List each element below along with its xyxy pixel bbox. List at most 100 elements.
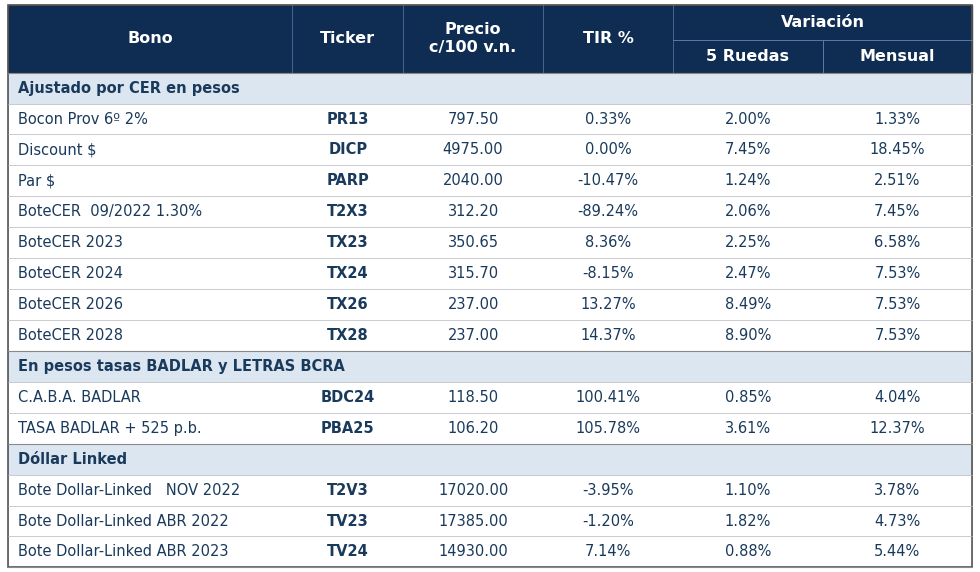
- Bar: [8, 444, 972, 475]
- Text: 4975.00: 4975.00: [443, 142, 504, 157]
- Text: En pesos tasas BADLAR y LETRAS BCRA: En pesos tasas BADLAR y LETRAS BCRA: [18, 359, 345, 374]
- Text: Ajustado por CER en pesos: Ajustado por CER en pesos: [18, 81, 239, 96]
- Text: TX26: TX26: [327, 297, 368, 312]
- Text: T2V3: T2V3: [327, 483, 368, 498]
- Text: 237.00: 237.00: [448, 297, 499, 312]
- Text: TIR %: TIR %: [583, 31, 633, 46]
- Text: DICP: DICP: [328, 142, 368, 157]
- Text: 7.14%: 7.14%: [585, 545, 631, 559]
- Text: 1.82%: 1.82%: [725, 514, 771, 529]
- Text: 4.73%: 4.73%: [874, 514, 920, 529]
- Bar: [8, 196, 972, 227]
- Text: 14.37%: 14.37%: [580, 328, 636, 343]
- Text: Variación: Variación: [781, 15, 864, 30]
- Bar: [8, 413, 972, 444]
- Text: 17385.00: 17385.00: [438, 514, 508, 529]
- Text: 350.65: 350.65: [448, 235, 499, 250]
- Text: Precio
c/100 v.n.: Precio c/100 v.n.: [429, 22, 516, 55]
- Text: 2.06%: 2.06%: [724, 204, 771, 219]
- Text: Discount $: Discount $: [18, 142, 96, 157]
- Text: 797.50: 797.50: [448, 112, 499, 126]
- Text: BoteCER 2026: BoteCER 2026: [18, 297, 122, 312]
- Text: 8.49%: 8.49%: [725, 297, 771, 312]
- Bar: [8, 351, 972, 382]
- Text: BoteCER 2023: BoteCER 2023: [18, 235, 122, 250]
- Text: Dóllar Linked: Dóllar Linked: [18, 452, 126, 467]
- Bar: [8, 73, 972, 104]
- Text: Bote Dollar-Linked ABR 2023: Bote Dollar-Linked ABR 2023: [18, 545, 228, 559]
- Text: 1.33%: 1.33%: [874, 112, 920, 126]
- Text: BoteCER  09/2022 1.30%: BoteCER 09/2022 1.30%: [18, 204, 202, 219]
- Text: 312.20: 312.20: [448, 204, 499, 219]
- Bar: [8, 382, 972, 413]
- Bar: [8, 134, 972, 165]
- Text: Ticker: Ticker: [320, 31, 375, 46]
- Text: PARP: PARP: [326, 173, 369, 188]
- Text: 0.00%: 0.00%: [585, 142, 631, 157]
- Text: BoteCER 2024: BoteCER 2024: [18, 266, 122, 281]
- Text: BoteCER 2028: BoteCER 2028: [18, 328, 122, 343]
- Text: 5.44%: 5.44%: [874, 545, 920, 559]
- Text: 237.00: 237.00: [448, 328, 499, 343]
- Bar: [8, 5, 972, 73]
- Text: 2040.00: 2040.00: [443, 173, 504, 188]
- Text: 0.33%: 0.33%: [585, 112, 631, 126]
- Text: Bote Dollar-Linked ABR 2022: Bote Dollar-Linked ABR 2022: [18, 514, 228, 529]
- Text: -3.95%: -3.95%: [582, 483, 634, 498]
- Text: 7.53%: 7.53%: [874, 266, 920, 281]
- Text: 7.45%: 7.45%: [874, 204, 920, 219]
- Text: -89.24%: -89.24%: [577, 204, 639, 219]
- Text: 2.25%: 2.25%: [724, 235, 771, 250]
- Text: TX23: TX23: [327, 235, 368, 250]
- Text: 6.58%: 6.58%: [874, 235, 920, 250]
- Text: 118.50: 118.50: [448, 390, 499, 405]
- Text: 12.37%: 12.37%: [869, 421, 925, 436]
- Text: 18.45%: 18.45%: [869, 142, 925, 157]
- Text: 2.47%: 2.47%: [724, 266, 771, 281]
- Text: -8.15%: -8.15%: [582, 266, 634, 281]
- Text: -10.47%: -10.47%: [577, 173, 639, 188]
- Text: 8.90%: 8.90%: [725, 328, 771, 343]
- Text: Par $: Par $: [18, 173, 55, 188]
- Text: PR13: PR13: [326, 112, 368, 126]
- Text: 7.53%: 7.53%: [874, 328, 920, 343]
- Text: 2.00%: 2.00%: [724, 112, 771, 126]
- Text: Mensual: Mensual: [859, 49, 935, 64]
- Text: 8.36%: 8.36%: [585, 235, 631, 250]
- Bar: [8, 537, 972, 567]
- Text: 13.27%: 13.27%: [580, 297, 636, 312]
- Text: TX28: TX28: [327, 328, 368, 343]
- Text: TV23: TV23: [327, 514, 368, 529]
- Text: 0.85%: 0.85%: [725, 390, 771, 405]
- Text: T2X3: T2X3: [327, 204, 368, 219]
- Text: Bono: Bono: [127, 31, 172, 46]
- Text: 17020.00: 17020.00: [438, 483, 509, 498]
- Text: BDC24: BDC24: [320, 390, 375, 405]
- Bar: [8, 475, 972, 506]
- Text: -1.20%: -1.20%: [582, 514, 634, 529]
- Text: 14930.00: 14930.00: [438, 545, 508, 559]
- Text: 7.53%: 7.53%: [874, 297, 920, 312]
- Text: 315.70: 315.70: [448, 266, 499, 281]
- Text: Bote Dollar-Linked   NOV 2022: Bote Dollar-Linked NOV 2022: [18, 483, 240, 498]
- Text: 1.10%: 1.10%: [725, 483, 771, 498]
- Bar: [8, 289, 972, 320]
- Bar: [8, 104, 972, 134]
- Text: 0.88%: 0.88%: [725, 545, 771, 559]
- Text: 3.78%: 3.78%: [874, 483, 920, 498]
- Text: TASA BADLAR + 525 p.b.: TASA BADLAR + 525 p.b.: [18, 421, 201, 436]
- Text: 105.78%: 105.78%: [575, 421, 641, 436]
- Text: 106.20: 106.20: [448, 421, 499, 436]
- Bar: [8, 258, 972, 289]
- Text: 3.61%: 3.61%: [725, 421, 771, 436]
- Text: TX24: TX24: [327, 266, 368, 281]
- Bar: [8, 320, 972, 351]
- Text: Bocon Prov 6º 2%: Bocon Prov 6º 2%: [18, 112, 148, 126]
- Text: TV24: TV24: [327, 545, 368, 559]
- Text: 5 Ruedas: 5 Ruedas: [707, 49, 790, 64]
- Text: 4.04%: 4.04%: [874, 390, 920, 405]
- Bar: [8, 506, 972, 537]
- Text: 7.45%: 7.45%: [725, 142, 771, 157]
- Bar: [8, 227, 972, 258]
- Text: PBA25: PBA25: [321, 421, 374, 436]
